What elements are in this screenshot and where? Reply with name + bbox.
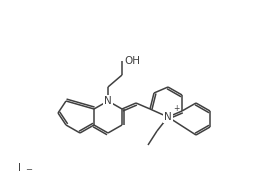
Text: −: − (25, 165, 32, 174)
Text: N: N (164, 112, 172, 122)
Text: +: + (173, 104, 179, 113)
Text: N: N (104, 96, 112, 106)
Text: OH: OH (124, 56, 140, 66)
Text: I: I (18, 163, 21, 173)
